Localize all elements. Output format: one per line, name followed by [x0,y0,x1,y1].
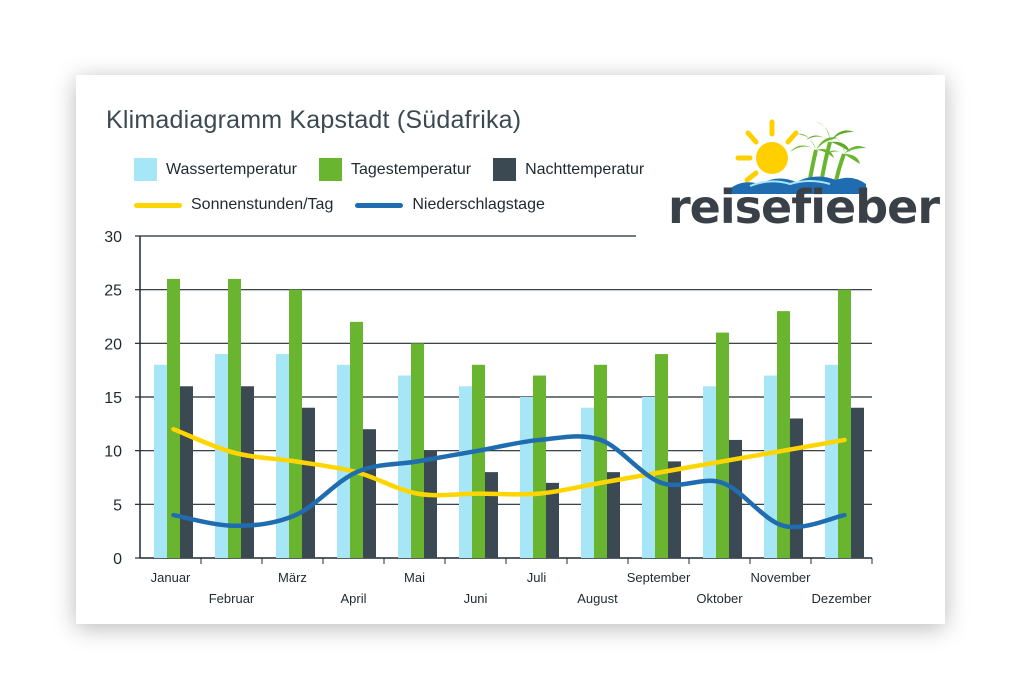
bar-wassertemperatur-dezember [825,364,838,558]
legend-item-wassertemperatur: Wassertemperatur [134,158,297,181]
y-tick-label-30: 30 [104,229,122,246]
legend-label-sonnenstunden: Sonnenstunden/Tag [191,196,334,213]
bar-nachttemperatur-märz [302,407,315,558]
bar-nachttemperatur-september [668,461,681,558]
bar-nachttemperatur-mai [424,450,437,558]
x-tick-label-april: April [340,591,366,606]
bar-tagestemperatur-mai [411,343,424,558]
x-tick-label-september: September [627,570,691,585]
bar-tagestemperatur-juni [472,364,485,558]
logo-text: reisefieber [668,180,940,234]
bar-wassertemperatur-januar [154,364,167,558]
y-tick-label-15: 15 [104,390,122,407]
bar-wassertemperatur-oktober [703,386,716,558]
bar-nachttemperatur-februar [241,386,254,558]
y-tick-label-5: 5 [113,497,122,514]
bar-tagestemperatur-januar [167,278,180,558]
bar-wassertemperatur-februar [215,354,228,558]
legend-bars: Wassertemperatur Tagestemperatur Nachtte… [134,158,658,181]
bar-tagestemperatur-oktober [716,332,729,558]
legend-swatch-tagestemperatur [319,158,342,181]
x-tick-label-juni: Juni [464,591,488,606]
bar-wassertemperatur-märz [276,354,289,558]
legend-item-sonnenstunden: Sonnenstunden/Tag [134,196,333,214]
legend-item-tagestemperatur: Tagestemperatur [319,158,471,181]
y-tick-label-0: 0 [113,551,122,568]
bar-tagestemperatur-november [777,311,790,558]
bar-tagestemperatur-april [350,321,363,558]
legend-label-wassertemperatur: Wassertemperatur [166,160,297,178]
y-tick-label-10: 10 [104,444,122,461]
bar-tagestemperatur-juli [533,375,546,558]
x-tick-label-januar: Januar [151,570,191,585]
legend-swatch-sonnenstunden [134,202,182,208]
legend-lines: Sonnenstunden/Tag Niederschlagstage [134,196,559,214]
x-tick-label-august: August [577,591,618,606]
bar-wassertemperatur-november [764,375,777,558]
x-tick-label-mai: Mai [404,570,425,585]
x-tick-label-november: November [751,570,812,585]
line-niederschlagstage [171,434,847,530]
bar-nachttemperatur-juli [546,482,559,558]
legend-label-niederschlagstage: Niederschlagstage [412,196,545,213]
waves-icon [726,176,866,194]
bar-tagestemperatur-märz [289,289,302,558]
bar-nachttemperatur-juni [485,472,498,558]
bar-nachttemperatur-dezember [851,407,864,558]
bar-nachttemperatur-oktober [729,439,742,558]
legend-label-nachttemperatur: Nachttemperatur [525,160,645,178]
bar-wassertemperatur-juni [459,386,472,558]
sun-icon [735,119,799,183]
bar-tagestemperatur-februar [228,278,241,558]
logo-graphic [726,119,866,194]
x-tick-label-juli: Juli [527,570,547,585]
legend-swatch-nachttemperatur [493,158,517,181]
legend-swatch-wassertemperatur [134,158,157,181]
chart-title: Klimadiagramm Kapstadt (Südafrika) [106,106,522,134]
x-tick-label-dezember: Dezember [812,591,873,606]
legend-label-tagestemperatur: Tagestemperatur [351,160,472,178]
x-tick-label-februar: Februar [209,591,255,606]
legend-swatch-niederschlagstage [355,202,404,208]
x-tick-label-märz: März [278,570,307,585]
bar-wassertemperatur-august [581,407,594,558]
legend-item-niederschlagstage: Niederschlagstage [355,196,545,214]
line-sonnenstunden-tag [171,426,847,498]
legend-item-nachttemperatur: Nachttemperatur [493,158,644,181]
x-tick-label-oktober: Oktober [696,591,743,606]
y-tick-label-20: 20 [104,336,122,353]
bar-nachttemperatur-april [363,429,376,558]
bar-tagestemperatur-dezember [838,289,851,558]
bar-nachttemperatur-august [607,472,620,558]
bar-tagestemperatur-september [655,354,668,558]
bar-wassertemperatur-april [337,364,350,558]
bar-nachttemperatur-november [790,418,803,558]
bar-wassertemperatur-juli [520,397,533,558]
y-tick-label-25: 25 [104,283,122,300]
bar-wassertemperatur-mai [398,375,411,558]
bar-nachttemperatur-januar [180,386,193,558]
bar-tagestemperatur-august [594,364,607,558]
